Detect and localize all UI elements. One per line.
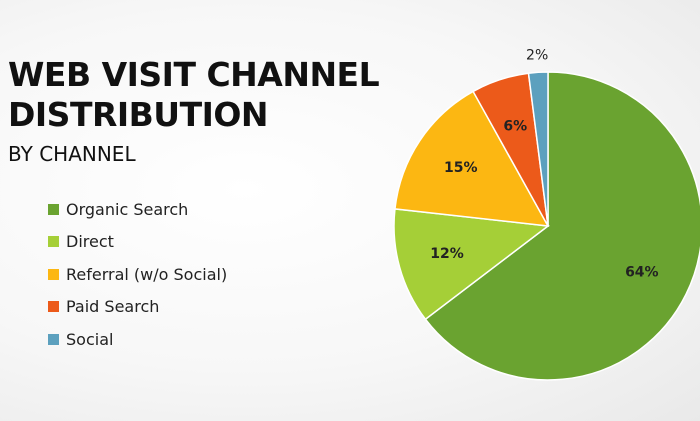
pie-slice-direct [393, 208, 550, 321]
legend-label-social: Social [66, 329, 114, 349]
legend: Organic Search Direct Referral (w/o Soci… [48, 193, 227, 356]
legend-item-social: Social [48, 323, 227, 356]
chart-subtitle: BY CHANNEL [8, 142, 136, 166]
legend-label-organic-search: Organic Search [66, 199, 189, 219]
legend-item-paid-search: Paid Search [48, 291, 227, 324]
legend-label-direct: Direct [66, 232, 114, 252]
data-label-paid-search: 6% [503, 119, 527, 135]
legend-item-referral: Referral (w/o Social) [48, 258, 227, 291]
legend-swatch-social [48, 333, 59, 345]
legend-swatch-paid-search [48, 301, 59, 313]
data-label-organic-search: 64% [625, 265, 659, 281]
legend-item-direct: Direct [48, 226, 227, 259]
pie-slice-referral-w-o-social [394, 90, 550, 227]
legend-swatch-direct [48, 236, 59, 248]
data-label-social: 2% [526, 47, 548, 63]
pie-slice-organic-search [424, 71, 700, 381]
chart-title: WEB VISIT CHANNEL DISTRIBUTION [8, 55, 380, 135]
chart-title-line-1: WEB VISIT CHANNEL [8, 55, 380, 94]
legend-item-organic-search: Organic Search [48, 193, 227, 226]
data-label-direct: 12% [430, 246, 464, 262]
pie-slice-social [527, 71, 549, 227]
data-label-referral-w-o-social: 15% [444, 160, 478, 176]
legend-label-referral: Referral (w/o Social) [66, 264, 228, 284]
chart-title-line-2: DISTRIBUTION [8, 95, 269, 134]
legend-label-paid-search: Paid Search [66, 297, 160, 317]
legend-swatch-referral [48, 268, 59, 280]
legend-swatch-organic-search [48, 203, 59, 215]
